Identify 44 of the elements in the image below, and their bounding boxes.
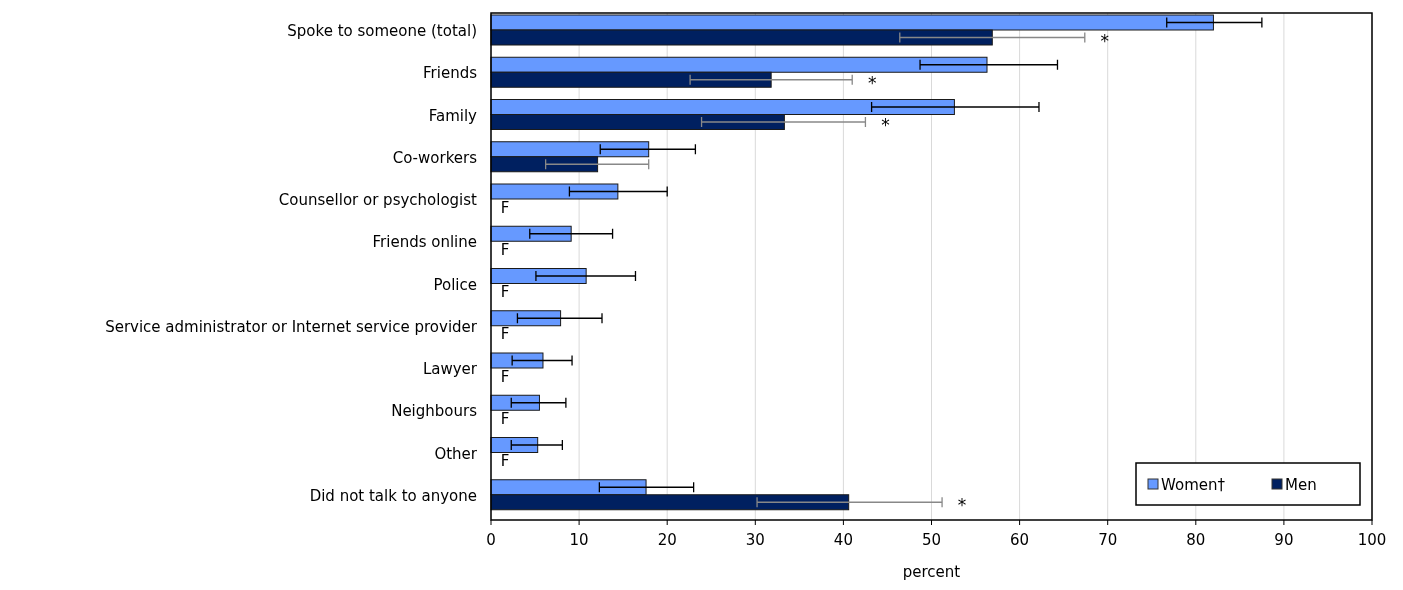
y-tick-label: Friends [423,64,478,83]
y-tick-label: Service administrator or Internet service provider [105,317,478,336]
text: F [500,452,510,470]
y-tick-label: Spoke to someone (total) [287,22,477,40]
bar [490,437,539,453]
text: F [500,198,510,217]
legend-label: Women† [1161,476,1226,494]
bar [490,352,544,369]
x-tick-label: 0 [486,531,496,549]
y-tick-label: Family [428,106,478,125]
x-tick-label: 90 [1274,531,1294,549]
annotation: * [881,115,890,135]
bar [490,394,540,411]
bar [490,183,619,200]
x-tick-label: 30 [745,531,765,549]
x-tick-label: 20 [657,531,677,549]
y-tick-label: Did not talk to anyone [309,486,477,505]
y-tick-label: Co-workers [392,148,478,167]
y-tick-label: Neighbours [391,402,478,421]
y-tick-label: Friends online [372,233,477,252]
y-tick-label: Counsellor or psychologist [278,191,478,209]
x-tick-label: 10 [569,531,589,549]
annotation: * [1100,30,1110,51]
x-tick-label: 70 [1098,531,1118,549]
y-tick-label: Other [434,444,478,463]
x-tick-label: 60 [1010,531,1030,549]
text: F [500,367,510,386]
y-tick-label: Police [433,275,477,294]
bar [490,225,572,242]
x-tick-label: 100 [1357,531,1387,549]
legend-label: Men [1285,476,1317,494]
x-tick-label: 50 [921,531,942,549]
text: F [500,283,510,301]
x-tick-label: 40 [833,531,853,549]
annotation: * [867,72,877,93]
text: F [500,325,510,344]
x-tick-label: 80 [1186,531,1206,549]
text: F [500,240,510,259]
x-axis-title: percent [902,563,961,581]
annotation: * [957,495,967,516]
text: F [500,409,510,428]
bar [490,268,587,284]
bar [490,310,562,327]
y-tick-label: Lawyer [422,360,478,378]
